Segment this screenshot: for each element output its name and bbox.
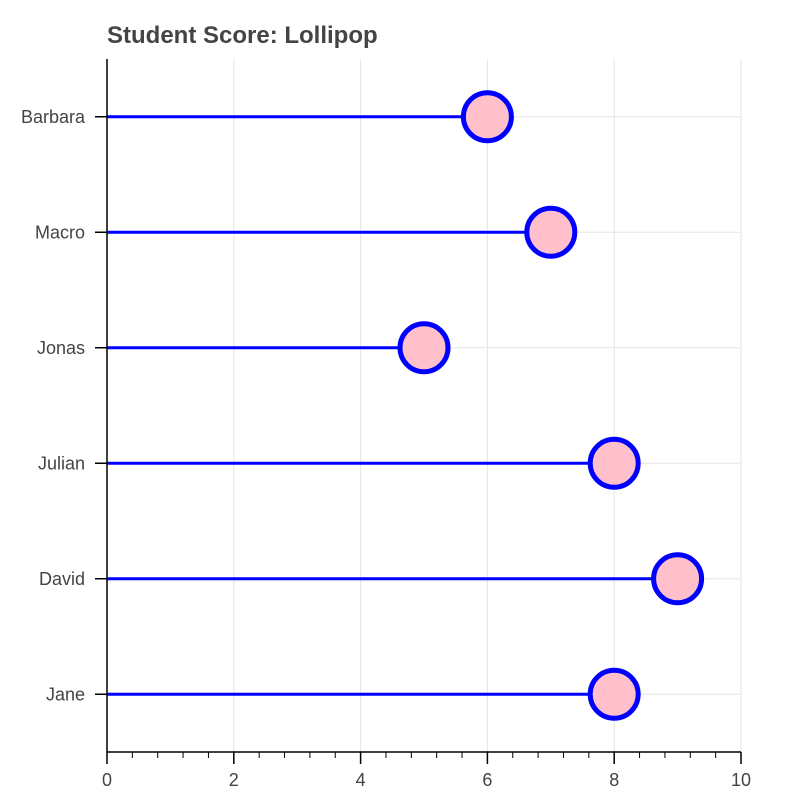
y-tick-label-jonas: Jonas: [37, 338, 85, 358]
x-tick-label: 4: [356, 770, 366, 790]
marker-jonas: [397, 321, 451, 375]
y-tick-label-julian: Julian: [38, 453, 85, 473]
chart-title: Student Score: Lollipop: [107, 22, 378, 49]
marker-macro: [524, 205, 578, 259]
y-tick-label-david: David: [39, 569, 85, 589]
grid-layer: [106, 59, 742, 752]
markers-layer: [397, 90, 705, 721]
y-tick-label-macro: Macro: [35, 222, 85, 242]
y-tick-label-barbara: Barbara: [21, 107, 86, 127]
x-tick-label: 0: [102, 770, 112, 790]
stems-layer: [107, 115, 678, 696]
y-tick-label-jane: Jane: [46, 684, 85, 704]
marker-david: [651, 552, 705, 606]
marker-barbara: [460, 90, 514, 144]
axis-layer: [95, 59, 742, 764]
x-tick-label: 10: [731, 770, 751, 790]
x-tick-label: 6: [482, 770, 492, 790]
x-tick-label: 8: [609, 770, 619, 790]
marker-julian: [587, 436, 641, 490]
x-tick-label: 2: [229, 770, 239, 790]
marker-jane: [587, 667, 641, 721]
labels-layer: 0 2 4 6 8 10 Barbara Macro Jonas Julian David Jane: [21, 107, 751, 790]
